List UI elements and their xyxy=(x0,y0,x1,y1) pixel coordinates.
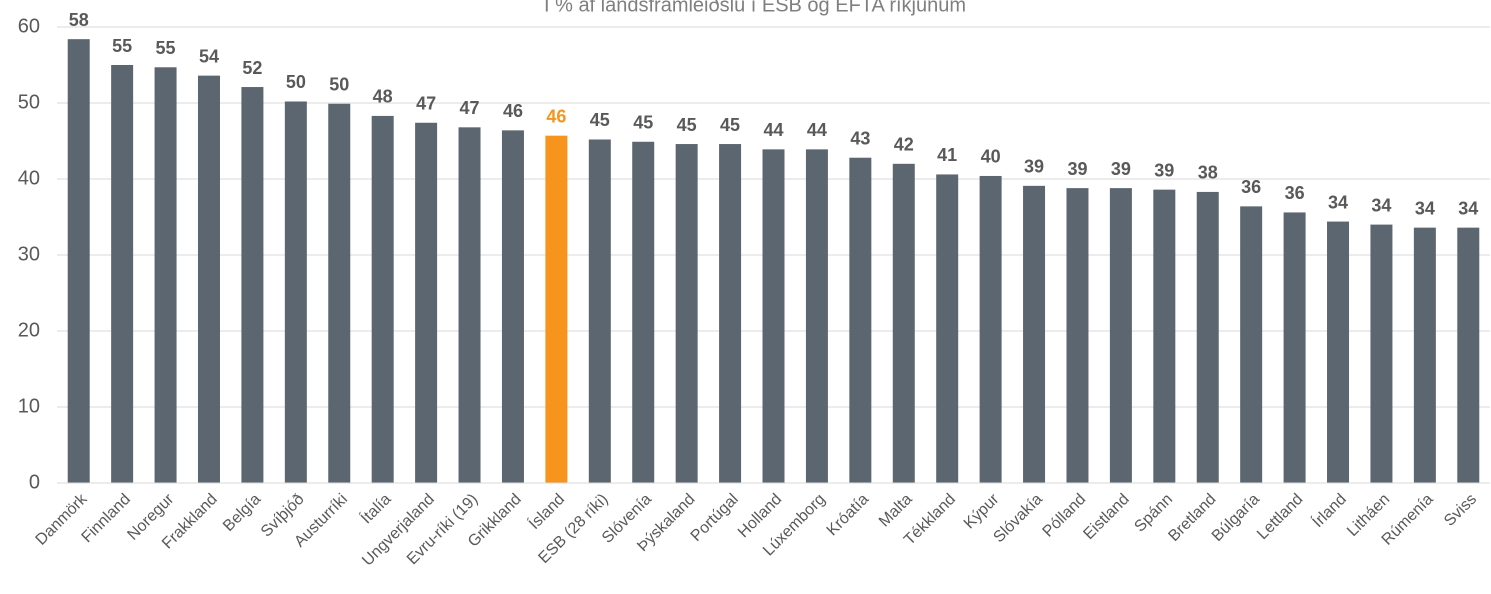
bar xyxy=(892,163,915,484)
value-label: 47 xyxy=(416,94,436,114)
x-tick-label: Malta xyxy=(876,491,916,531)
x-tick-label: Eistland xyxy=(1080,491,1132,543)
value-label: 36 xyxy=(1285,183,1305,203)
y-tick-label: 40 xyxy=(18,167,40,189)
bar xyxy=(762,149,785,484)
bar xyxy=(632,141,655,483)
bar xyxy=(371,115,394,484)
y-tick-label: 50 xyxy=(18,91,40,113)
x-tick-label: Danmörk xyxy=(33,490,92,549)
value-label: 47 xyxy=(460,98,480,118)
bar xyxy=(849,157,872,483)
y-tick-label: 20 xyxy=(18,319,40,341)
value-label: 39 xyxy=(1024,157,1044,177)
bar xyxy=(805,149,828,484)
bar xyxy=(1283,212,1306,483)
value-label: 55 xyxy=(112,36,132,56)
bar xyxy=(1327,221,1350,483)
value-label: 34 xyxy=(1458,198,1478,218)
value-label: 54 xyxy=(199,46,219,66)
bar xyxy=(197,75,220,483)
value-label: 45 xyxy=(677,115,697,135)
bar xyxy=(67,39,90,483)
value-label: 38 xyxy=(1198,163,1218,183)
bar xyxy=(284,101,307,483)
bar xyxy=(675,144,698,484)
y-tick-label: 30 xyxy=(18,243,40,265)
x-tick-label: Slóvakía xyxy=(990,491,1045,546)
value-label: 45 xyxy=(633,113,653,133)
y-tick-label: 10 xyxy=(18,395,40,417)
bar xyxy=(415,122,438,483)
value-label: 39 xyxy=(1067,159,1087,179)
value-label: 50 xyxy=(329,75,349,95)
value-label: 44 xyxy=(763,120,783,140)
value-label: 40 xyxy=(981,147,1001,167)
x-tick-label: Ítalía xyxy=(357,489,395,527)
x-tick-label: Ísland xyxy=(525,489,569,533)
value-label: 45 xyxy=(720,115,740,135)
value-label: 46 xyxy=(546,106,566,126)
x-tick-label: Króatía xyxy=(824,491,873,540)
bar xyxy=(1153,189,1176,483)
x-tick-label: Portúgal xyxy=(688,491,742,545)
value-label: 42 xyxy=(894,135,914,155)
value-label: 34 xyxy=(1415,198,1435,218)
bar xyxy=(545,135,568,483)
bar xyxy=(458,127,481,483)
x-tick-label: Kýpur xyxy=(961,490,1003,532)
y-tick-label: 60 xyxy=(18,15,40,37)
value-label: 43 xyxy=(850,128,870,148)
value-label: 34 xyxy=(1371,195,1391,215)
bar xyxy=(1196,191,1219,484)
bar xyxy=(1457,227,1480,483)
value-label: 52 xyxy=(242,58,262,78)
y-tick-label: 0 xyxy=(29,471,40,493)
value-label: 50 xyxy=(286,72,306,92)
bar xyxy=(154,67,177,483)
bar xyxy=(979,175,1002,483)
bar xyxy=(111,65,134,483)
chart-title: Í % af landsframleiðslu í ESB og EFTA rí… xyxy=(544,0,966,16)
value-label: 55 xyxy=(156,38,176,58)
x-tick-label: Sviss xyxy=(1441,491,1480,530)
bar xyxy=(936,174,959,483)
x-tick-label: Finnland xyxy=(79,491,134,546)
value-label: 34 xyxy=(1328,192,1348,212)
value-label: 44 xyxy=(807,120,827,140)
bar xyxy=(328,103,351,483)
value-label: 46 xyxy=(503,101,523,121)
x-tick-label: Írland xyxy=(1308,489,1350,531)
bar xyxy=(1370,224,1393,483)
value-label: 36 xyxy=(1241,177,1261,197)
x-tick-label: Búlgaría xyxy=(1209,491,1263,545)
value-label: 48 xyxy=(373,87,393,107)
bar xyxy=(501,130,524,484)
bar xyxy=(1240,206,1263,484)
value-label: 58 xyxy=(69,10,89,30)
x-tick-label: Lettland xyxy=(1254,491,1306,543)
value-label: 39 xyxy=(1111,159,1131,179)
bar xyxy=(241,87,264,483)
bar xyxy=(1109,188,1132,483)
bar xyxy=(1413,227,1436,483)
bar xyxy=(1023,185,1046,483)
value-label: 39 xyxy=(1154,160,1174,180)
value-label: 45 xyxy=(590,110,610,130)
bar xyxy=(719,144,742,484)
value-label: 41 xyxy=(937,145,957,165)
bar xyxy=(588,139,611,484)
bar xyxy=(1066,188,1089,483)
